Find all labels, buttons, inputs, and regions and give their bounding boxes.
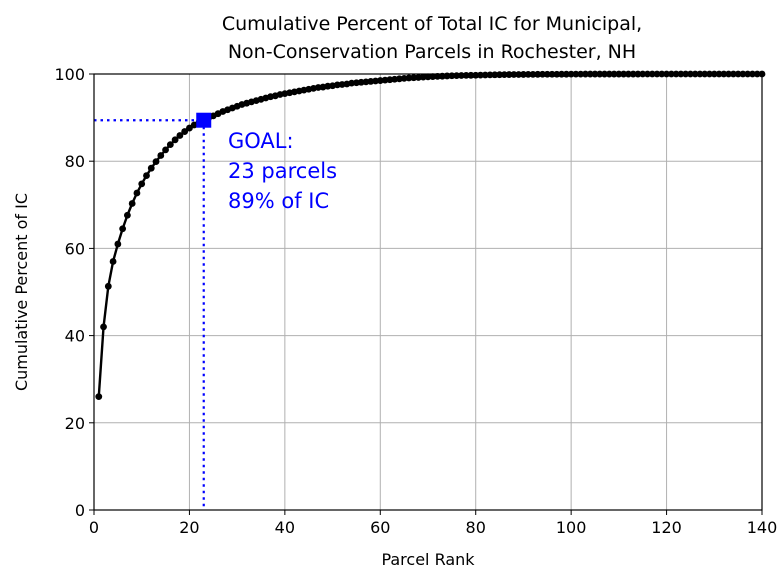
chart-title-line-2: Non-Conservation Parcels in Rochester, N… <box>228 41 636 63</box>
data-point <box>119 225 127 233</box>
x-tick-label: 20 <box>179 518 199 537</box>
x-tick-label: 140 <box>747 518 778 537</box>
data-point <box>410 74 418 82</box>
data-point <box>481 71 489 79</box>
data-point <box>434 72 441 80</box>
y-tick-label: 60 <box>65 239 85 258</box>
x-tick-label: 100 <box>556 518 587 537</box>
data-point <box>100 323 107 331</box>
x-axis-label: Parcel Rank <box>381 550 475 567</box>
data-point <box>486 71 494 79</box>
series-layer <box>95 70 766 401</box>
y-tick-label: 20 <box>65 414 85 433</box>
data-point <box>152 158 160 166</box>
x-tick-label: 40 <box>275 518 295 537</box>
data-point <box>147 164 155 172</box>
data-point <box>128 200 136 207</box>
data-point <box>143 172 150 179</box>
data-point <box>419 73 427 81</box>
grid <box>93 73 763 511</box>
data-point <box>181 128 189 135</box>
y-axis-label: Cumulative Percent of IC <box>12 193 31 391</box>
y-tick-label: 100 <box>54 65 85 84</box>
goal-layer <box>196 112 212 128</box>
x-tick-label: 80 <box>466 518 486 537</box>
x-tick-label: 60 <box>370 518 390 537</box>
goal-annotation-line-2: 23 parcels <box>228 159 337 183</box>
goal-annotation-line-1: GOAL: <box>228 129 294 153</box>
chart-title-line-1: Cumulative Percent of Total IC for Munic… <box>222 13 642 35</box>
data-point <box>138 180 146 188</box>
data-point <box>496 71 503 79</box>
data-point <box>157 152 165 159</box>
x-tick-label: 120 <box>651 518 682 537</box>
data-point <box>114 240 122 248</box>
ticks: 0 20 40 60 80 100 120 140 0 20 40 60 80 100 <box>54 65 777 537</box>
data-point <box>491 71 499 79</box>
goal-marker <box>196 112 212 128</box>
data-point <box>124 211 131 219</box>
data-point <box>176 132 184 139</box>
y-tick-label: 80 <box>65 152 85 171</box>
data-point <box>429 73 437 81</box>
goal-annotation: GOAL: 23 parcels 89% of IC <box>228 129 337 213</box>
x-tick-label: 0 <box>89 518 99 537</box>
data-point <box>109 258 117 265</box>
data-point <box>133 189 141 197</box>
data-point <box>171 136 179 144</box>
data-point <box>95 393 103 401</box>
data-point <box>166 141 174 149</box>
y-tick-label: 40 <box>65 327 85 346</box>
data-point <box>500 71 508 79</box>
data-point <box>162 146 169 154</box>
data-point <box>424 73 432 81</box>
data-point <box>405 74 413 82</box>
data-point <box>477 71 484 79</box>
plot-frame <box>93 73 763 511</box>
data-point <box>104 282 112 290</box>
y-tick-label: 0 <box>75 501 85 520</box>
goal-lines <box>94 119 205 510</box>
goal-annotation-line-3: 89% of IC <box>228 189 329 213</box>
